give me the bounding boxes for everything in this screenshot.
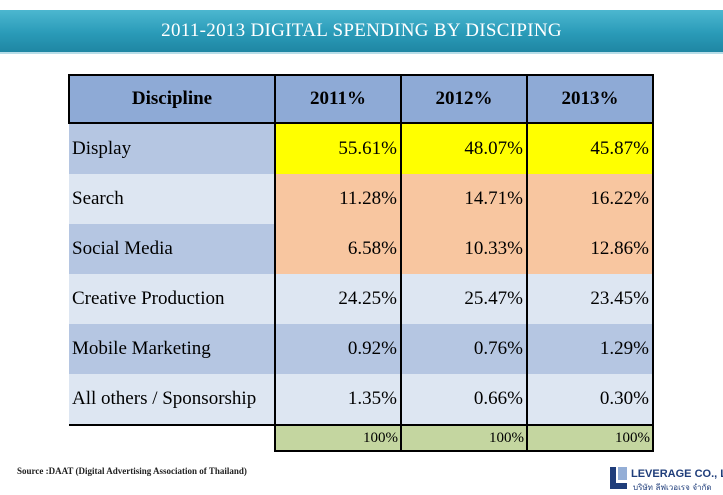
table-cell: 0.30% [526,374,654,426]
logo-subtitle: บริษัท ลีฟเวอเรจ จำกัด [633,483,712,492]
row-label: Search [69,174,275,224]
row-label: Display [69,123,275,174]
table-cell: 14.71% [400,174,528,224]
table-cell: 48.07% [400,123,528,174]
table-cell: 23.45% [526,274,654,324]
table-cell: 12.86% [526,224,654,274]
total-cell: 100% [526,424,654,452]
total-row: 100% 100% 100% [69,424,654,452]
table-header-row: Discipline 2011% 2012% 2013% [68,74,654,124]
table-cell: 1.35% [274,374,402,426]
table-cell: 0.76% [400,324,528,374]
table-row: Creative Production 24.25% 25.47% 23.45% [69,274,654,324]
table-cell: 55.61% [274,123,402,174]
page-title: 2011-2013 DIGITAL SPENDING BY DISCIPING [161,20,562,41]
table-row: Mobile Marketing 0.92% 0.76% 1.29% [69,324,654,374]
total-cell: 100% [274,424,402,452]
table-cell: 11.28% [274,174,402,224]
table-row: Display 55.61% 48.07% 45.87% [69,123,654,174]
table-cell: 10.33% [400,224,528,274]
column-header: 2012% [400,74,528,124]
table-row: Social Media 6.58% 10.33% 12.86% [69,224,654,274]
row-label: All others / Sponsorship [69,374,275,426]
table-cell: 16.22% [526,174,654,224]
source-note: Source :DAAT (Digital Advertising Associ… [17,466,247,476]
row-label: Mobile Marketing [69,324,275,374]
column-header: 2011% [274,74,402,124]
column-header: 2013% [526,74,654,124]
title-bar: 2011-2013 DIGITAL SPENDING BY DISCIPING [0,10,723,54]
table-row: Search 11.28% 14.71% 16.22% [69,174,654,224]
company-logo: LEVERAGE CO., LTD บริษัท ลีฟเวอเรจ จำกัด [607,465,723,493]
total-cell: 100% [400,424,528,452]
column-header: Discipline [68,74,276,124]
table-row: All others / Sponsorship 1.35% 0.66% 0.3… [69,374,654,426]
table-cell: 25.47% [400,274,528,324]
table-cell: 6.58% [274,224,402,274]
table-cell: 24.25% [274,274,402,324]
table-cell: 45.87% [526,123,654,174]
row-label: Social Media [69,224,275,274]
table-cell: 1.29% [526,324,654,374]
logo-name: LEVERAGE CO., LTD [631,468,723,480]
row-label: Creative Production [69,274,275,324]
spending-table: Discipline 2011% 2012% 2013% Display 55.… [68,74,654,452]
total-row-spacer [69,425,275,451]
table-cell: 0.66% [400,374,528,426]
table-cell: 0.92% [274,324,402,374]
leverage-logo-icon [610,467,627,489]
